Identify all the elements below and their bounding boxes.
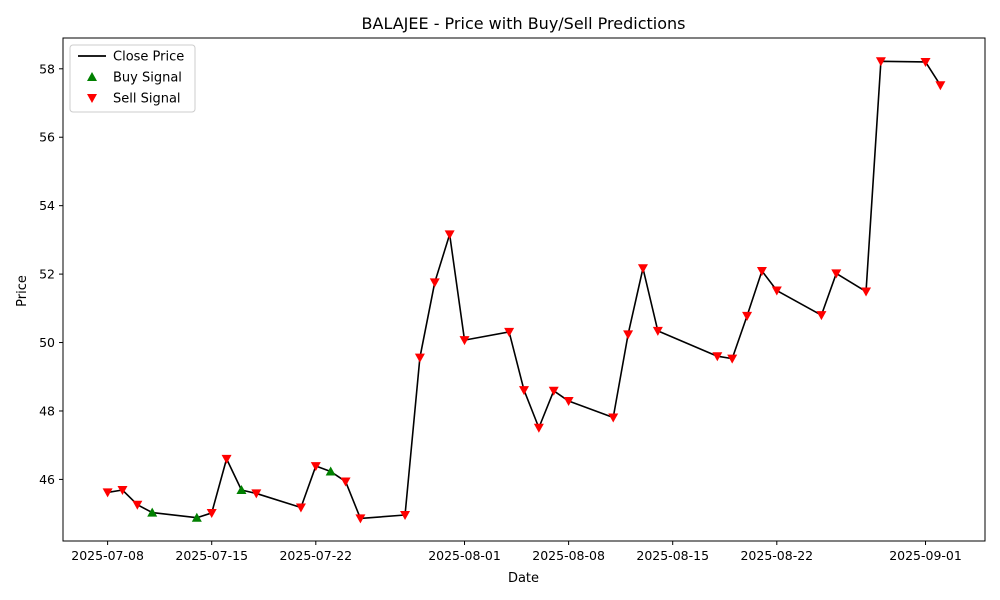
sell-signal-marker [310,462,321,472]
sell-signal-marker [861,287,872,297]
x-axis: 2025-07-08 2025-07-15 2025-07-22 2025-08-01… [71,541,962,563]
sell-signal-marker [102,488,113,498]
sell-signal-marker [608,413,619,423]
y-tick-label: 56 [39,130,55,145]
x-tick-label: 2025-08-22 [740,548,813,563]
buy-signal-marker [147,507,158,517]
sell-signal-marker [935,81,946,91]
sell-signal-marker [414,353,425,363]
x-tick-label: 2025-08-15 [636,548,709,563]
sell-signal-marker [206,508,217,518]
sell-signal-marker [563,397,574,407]
sell-signal-marker [637,264,648,274]
buy-signal-marker [236,485,247,495]
sell-signal-marker [623,330,634,340]
data-layer [102,57,946,524]
y-tick-label: 46 [39,472,55,487]
sell-signal-marker [251,489,262,499]
x-axis-title: Date [508,571,539,586]
y-tick-label: 50 [39,335,55,350]
sell-signal-marker [444,230,455,240]
legend: Close Price Buy Signal Sell Signal [69,44,196,113]
x-tick-label: 2025-09-01 [889,548,962,563]
legend-box [69,44,196,113]
sell-signal-marker [727,354,738,364]
legend-label: Buy Signal [113,71,182,86]
legend-buy-swatch [87,72,97,81]
x-tick-label: 2025-07-15 [175,548,248,563]
buy-signal-marker [191,512,202,522]
chart-title: BALAJEE - Price with Buy/Sell Prediction… [362,14,686,33]
sell-signal-marker [533,423,544,433]
sell-signal-marker [504,327,515,337]
sell-signal-marker [459,336,470,346]
y-axis-title: Price [15,275,30,307]
sell-signal-marker [340,477,351,487]
x-tick-label: 2025-07-22 [279,548,352,563]
sell-signal-marker [742,311,753,321]
sell-signal-marker [519,386,529,396]
x-tick-label: 2025-08-08 [532,548,605,563]
legend-sell-swatch [87,94,97,103]
sell-signal-marker [920,57,931,67]
sell-signal-marker [875,57,886,67]
y-tick-label: 52 [39,267,55,282]
sell-signal-marker [132,500,143,510]
sell-signal-marker [712,352,723,362]
axes-frame [62,37,986,542]
legend-label: Sell Signal [113,92,181,107]
sell-signal-marker [400,510,411,520]
sell-signal-marker [831,269,842,279]
y-tick-label: 48 [39,403,55,418]
buy-signal-marker [325,466,336,476]
sell-signal-marker [816,311,827,321]
sell-signal-marker [756,267,767,277]
sell-signal-marker [548,386,559,396]
legend-label: Close Price [113,50,184,65]
sell-signal-marker [429,278,440,288]
sell-signal-marker [355,514,366,524]
sell-signal-marker [295,503,306,513]
x-tick-label: 2025-08-01 [428,548,501,563]
y-tick-label: 58 [39,61,55,76]
plot-area [62,37,986,542]
y-axis: 46 48 50 52 54 56 58 [39,61,63,487]
x-tick-label: 2025-07-08 [71,548,144,563]
sell-signal-marker [652,326,663,336]
sell-signal-marker [221,454,232,464]
sell-signal-marker [771,286,782,296]
y-tick-label: 54 [39,198,55,213]
sell-signal-marker [117,486,128,496]
